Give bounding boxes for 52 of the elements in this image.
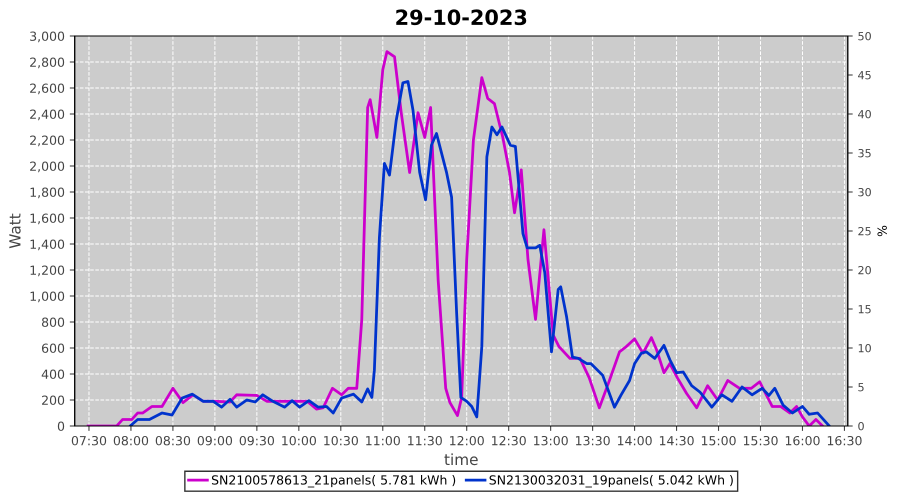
y-tick-label: 1,400 [30, 239, 64, 250]
y-tick-label: 1,200 [30, 265, 64, 276]
x-tick-label: 16:30 [828, 436, 862, 446]
y2-axis-title: % [877, 226, 887, 236]
x-tick-label: 14:00 [618, 436, 652, 446]
y2-tick-label: 30 [858, 188, 871, 196]
chart-title: 29-10-2023 [396, 9, 526, 26]
x-tick-label: 13:00 [534, 436, 568, 446]
x-tick-label: 07:30 [72, 436, 106, 446]
x-tick-label: 15:30 [744, 436, 778, 446]
y-tick-label: 2,600 [30, 83, 64, 94]
y-tick-label: 1,800 [30, 187, 64, 198]
y-tick-label: 1,600 [30, 213, 64, 224]
x-tick-label: 13:30 [576, 436, 610, 446]
y-axis-title: Watt [9, 214, 21, 248]
y2-tick-label: 50 [858, 32, 871, 40]
y2-tick-label: 40 [858, 110, 871, 118]
x-tick-label: 08:00 [114, 436, 148, 446]
y2-tick-label: 35 [858, 148, 871, 158]
x-tick-label: 12:30 [492, 436, 526, 446]
y-tick-label: 2,800 [30, 57, 64, 68]
y2-tick-label: 45 [858, 71, 871, 80]
x-tick-label: 10:00 [282, 436, 316, 446]
y2-tick-label: 15 [858, 305, 871, 314]
y2-tick-label: 5 [858, 383, 864, 392]
y2-tick-label: 25 [858, 226, 871, 236]
x-tick-label: 15:00 [702, 436, 736, 446]
x-tick-label: 11:00 [366, 436, 400, 446]
x-tick-label: 12:00 [450, 436, 484, 446]
y2-tick-label: 0 [858, 422, 864, 430]
y-tick-label: 3,000 [30, 31, 64, 42]
y2-tick-label: 10 [858, 344, 871, 352]
y-tick-label: 0 [58, 421, 64, 431]
y-tick-label: 400 [42, 369, 64, 379]
y-tick-label: 1,000 [30, 291, 64, 302]
y-tick-label: 2,400 [30, 109, 64, 120]
y-tick-label: 2,000 [30, 161, 64, 172]
y-tick-label: 600 [42, 343, 64, 353]
legend-label: SN2130032031_19panels( 5.042 kWh ) [490, 475, 733, 488]
x-tick-label: 14:30 [660, 436, 694, 446]
y2-tick-label: 20 [858, 266, 871, 274]
x-tick-label: 09:30 [240, 436, 274, 446]
x-tick-label: 09:00 [198, 436, 232, 446]
legend-label: SN2100578613_21panels( 5.781 kWh ) [212, 475, 456, 488]
y-tick-label: 800 [42, 317, 64, 327]
x-tick-label: 08:30 [156, 436, 190, 446]
x-tick-label: 10:30 [324, 436, 358, 446]
x-tick-label: 11:30 [408, 436, 442, 446]
x-tick-label: 16:00 [786, 436, 820, 446]
x-axis-title: time [444, 453, 478, 466]
y-tick-label: 200 [42, 395, 64, 405]
y-tick-label: 2,200 [30, 135, 64, 146]
